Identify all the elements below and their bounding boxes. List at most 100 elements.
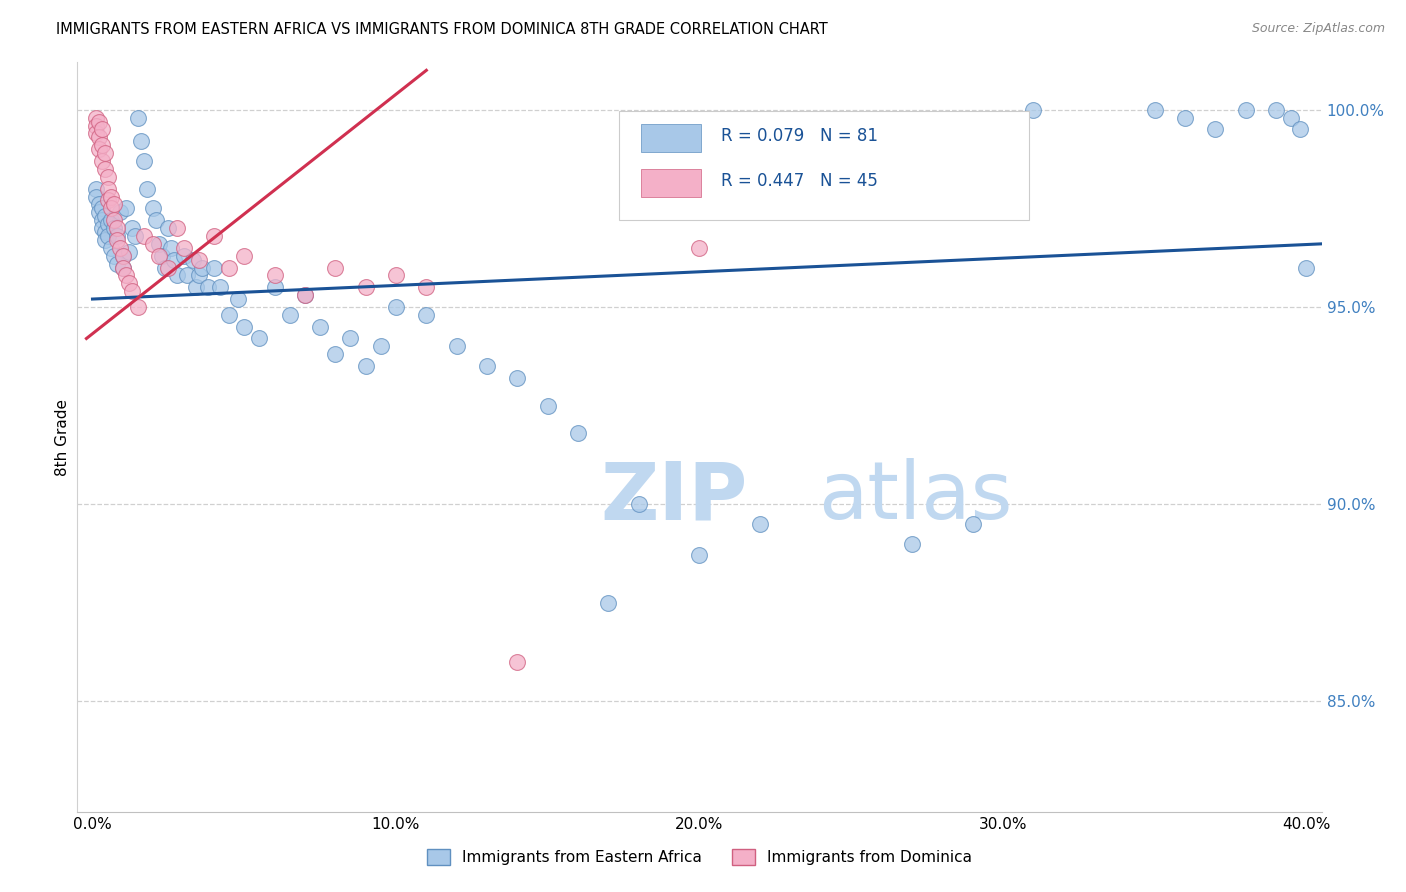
Point (163, 252, 186, 267)
Point (105, 229, 128, 244)
Point (84, 181, 107, 195)
Point (354, 359, 377, 373)
Point (263, 280, 285, 294)
Point (506, 371, 529, 385)
Point (111, 260, 134, 275)
Point (197, 280, 219, 294)
Point (339, 331, 361, 345)
Point (233, 249, 256, 263)
Point (90, 221, 112, 235)
Point (105, 256, 128, 270)
Point (90, 213, 112, 227)
Point (166, 268, 188, 283)
Point (506, 655, 529, 669)
Point (87, 142, 110, 156)
Point (87, 205, 110, 219)
Point (370, 339, 392, 353)
Point (148, 249, 170, 263)
Point (191, 260, 214, 275)
Point (157, 260, 180, 275)
Point (115, 202, 138, 216)
Point (90, 138, 112, 153)
Point (278, 308, 301, 322)
Point (1204, 122, 1226, 136)
Point (103, 197, 125, 211)
Point (202, 229, 225, 244)
Point (385, 268, 408, 283)
Point (100, 189, 122, 203)
Point (208, 280, 231, 294)
Point (93, 146, 115, 161)
Bar (619, 112, 1029, 219)
Point (415, 280, 437, 294)
Point (103, 221, 125, 235)
Point (962, 516, 984, 531)
Point (294, 288, 316, 302)
Point (173, 241, 195, 255)
Point (226, 292, 249, 306)
Point (150, 249, 173, 263)
Point (90, 202, 112, 216)
Point (111, 249, 134, 263)
Point (218, 260, 240, 275)
Point (111, 260, 134, 275)
Point (166, 221, 188, 235)
Point (142, 202, 165, 216)
Point (537, 399, 560, 413)
Point (145, 213, 167, 227)
Legend: Immigrants from Eastern Africa, Immigrants from Dominica: Immigrants from Eastern Africa, Immigran… (420, 843, 979, 871)
Point (309, 319, 332, 334)
Point (385, 300, 408, 314)
Text: ZIP: ZIP (600, 458, 747, 536)
Point (84, 127, 107, 141)
Point (1234, 103, 1257, 117)
Point (323, 260, 346, 275)
Point (901, 536, 924, 550)
Point (1265, 103, 1288, 117)
Point (187, 252, 209, 267)
Point (184, 280, 207, 294)
Point (354, 280, 377, 294)
Point (1289, 122, 1312, 136)
Point (115, 268, 138, 283)
Text: Source: ZipAtlas.com: Source: ZipAtlas.com (1251, 22, 1385, 36)
Point (598, 596, 620, 610)
Point (100, 241, 122, 255)
Text: atlas: atlas (818, 458, 1012, 536)
Point (103, 249, 125, 263)
Point (87, 114, 110, 128)
Point (173, 249, 195, 263)
Point (627, 497, 650, 511)
Point (97, 194, 120, 208)
Point (111, 249, 134, 263)
Point (148, 236, 170, 251)
Point (97, 217, 120, 231)
Point (118, 244, 141, 259)
Point (90, 122, 112, 136)
Point (108, 241, 131, 255)
Point (121, 221, 143, 235)
Point (121, 284, 143, 298)
Point (97, 169, 120, 184)
Point (105, 233, 128, 247)
Point (294, 288, 316, 302)
Point (1143, 103, 1166, 117)
Point (187, 268, 209, 283)
Point (93, 209, 115, 223)
Point (93, 161, 115, 176)
Bar (641, 124, 700, 153)
Point (127, 300, 149, 314)
Point (142, 236, 165, 251)
Point (124, 229, 146, 244)
Point (415, 308, 437, 322)
Point (218, 308, 240, 322)
Point (475, 359, 498, 373)
Point (263, 268, 285, 283)
Point (108, 205, 131, 219)
Point (323, 347, 346, 361)
Point (84, 119, 107, 133)
Point (87, 197, 110, 211)
Point (100, 213, 122, 227)
Point (93, 225, 115, 239)
Point (249, 331, 271, 345)
